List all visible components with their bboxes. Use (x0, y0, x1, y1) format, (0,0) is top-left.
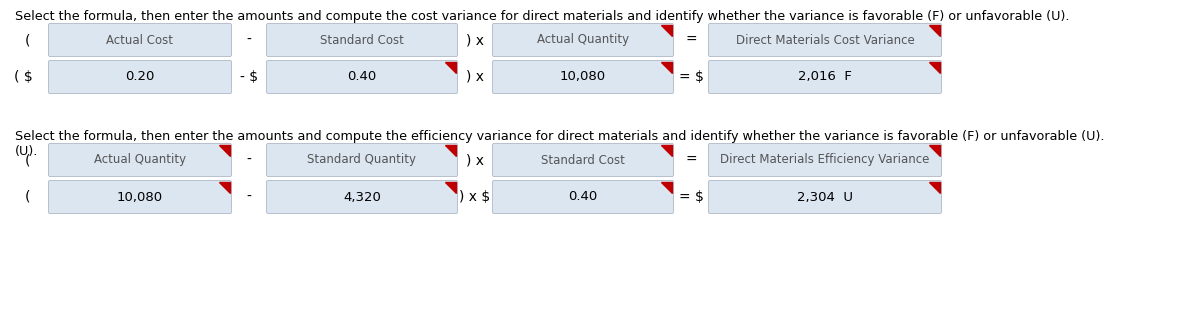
Polygon shape (444, 145, 456, 156)
Text: (: ( (24, 33, 30, 47)
Text: 0.40: 0.40 (569, 190, 598, 204)
Text: ( $: ( $ (14, 70, 32, 84)
FancyBboxPatch shape (48, 181, 232, 213)
Text: 0.20: 0.20 (125, 70, 155, 84)
Text: =: = (685, 153, 697, 167)
FancyBboxPatch shape (266, 61, 457, 93)
Polygon shape (929, 62, 940, 73)
Polygon shape (661, 25, 672, 36)
Polygon shape (929, 145, 940, 156)
Text: - $: - $ (240, 70, 258, 84)
Text: ) x: ) x (466, 153, 484, 167)
FancyBboxPatch shape (48, 144, 232, 176)
Text: 10,080: 10,080 (560, 70, 606, 84)
Text: (U).: (U). (14, 145, 38, 158)
Text: -: - (246, 33, 252, 47)
Polygon shape (444, 62, 456, 73)
Text: Actual Quantity: Actual Quantity (536, 33, 629, 47)
Text: Actual Quantity: Actual Quantity (94, 153, 186, 167)
Text: = $: = $ (678, 190, 703, 204)
Text: Standard Cost: Standard Cost (541, 153, 625, 167)
Polygon shape (218, 145, 230, 156)
Text: ) x: ) x (466, 33, 484, 47)
Text: -: - (246, 153, 252, 167)
Text: (: ( (24, 190, 30, 204)
Text: =: = (685, 33, 697, 47)
Text: 2,016  F: 2,016 F (798, 70, 852, 84)
Polygon shape (661, 182, 672, 193)
Text: 10,080: 10,080 (116, 190, 163, 204)
Polygon shape (661, 145, 672, 156)
Text: Standard Cost: Standard Cost (320, 33, 404, 47)
Text: (: ( (24, 153, 30, 167)
FancyBboxPatch shape (708, 24, 942, 56)
FancyBboxPatch shape (48, 61, 232, 93)
Text: Direct Materials Cost Variance: Direct Materials Cost Variance (736, 33, 914, 47)
FancyBboxPatch shape (708, 181, 942, 213)
Text: Select the formula, then enter the amounts and compute the cost variance for dir: Select the formula, then enter the amoun… (14, 10, 1069, 23)
Polygon shape (444, 182, 456, 193)
FancyBboxPatch shape (492, 24, 673, 56)
FancyBboxPatch shape (266, 24, 457, 56)
Text: Actual Cost: Actual Cost (107, 33, 174, 47)
FancyBboxPatch shape (266, 181, 457, 213)
Text: = $: = $ (678, 70, 703, 84)
FancyBboxPatch shape (492, 61, 673, 93)
Text: ) x: ) x (466, 70, 484, 84)
Text: Direct Materials Efficiency Variance: Direct Materials Efficiency Variance (720, 153, 930, 167)
Polygon shape (218, 182, 230, 193)
Polygon shape (929, 25, 940, 36)
Text: ) x $: ) x $ (460, 190, 491, 204)
FancyBboxPatch shape (266, 144, 457, 176)
Text: 4,320: 4,320 (343, 190, 380, 204)
FancyBboxPatch shape (708, 144, 942, 176)
Text: Standard Quantity: Standard Quantity (307, 153, 416, 167)
Polygon shape (929, 182, 940, 193)
Polygon shape (661, 62, 672, 73)
Text: 0.40: 0.40 (347, 70, 377, 84)
Text: 2,304  U: 2,304 U (797, 190, 853, 204)
FancyBboxPatch shape (492, 181, 673, 213)
Text: -: - (246, 190, 252, 204)
FancyBboxPatch shape (492, 144, 673, 176)
FancyBboxPatch shape (708, 61, 942, 93)
FancyBboxPatch shape (48, 24, 232, 56)
Text: Select the formula, then enter the amounts and compute the efficiency variance f: Select the formula, then enter the amoun… (14, 130, 1104, 143)
